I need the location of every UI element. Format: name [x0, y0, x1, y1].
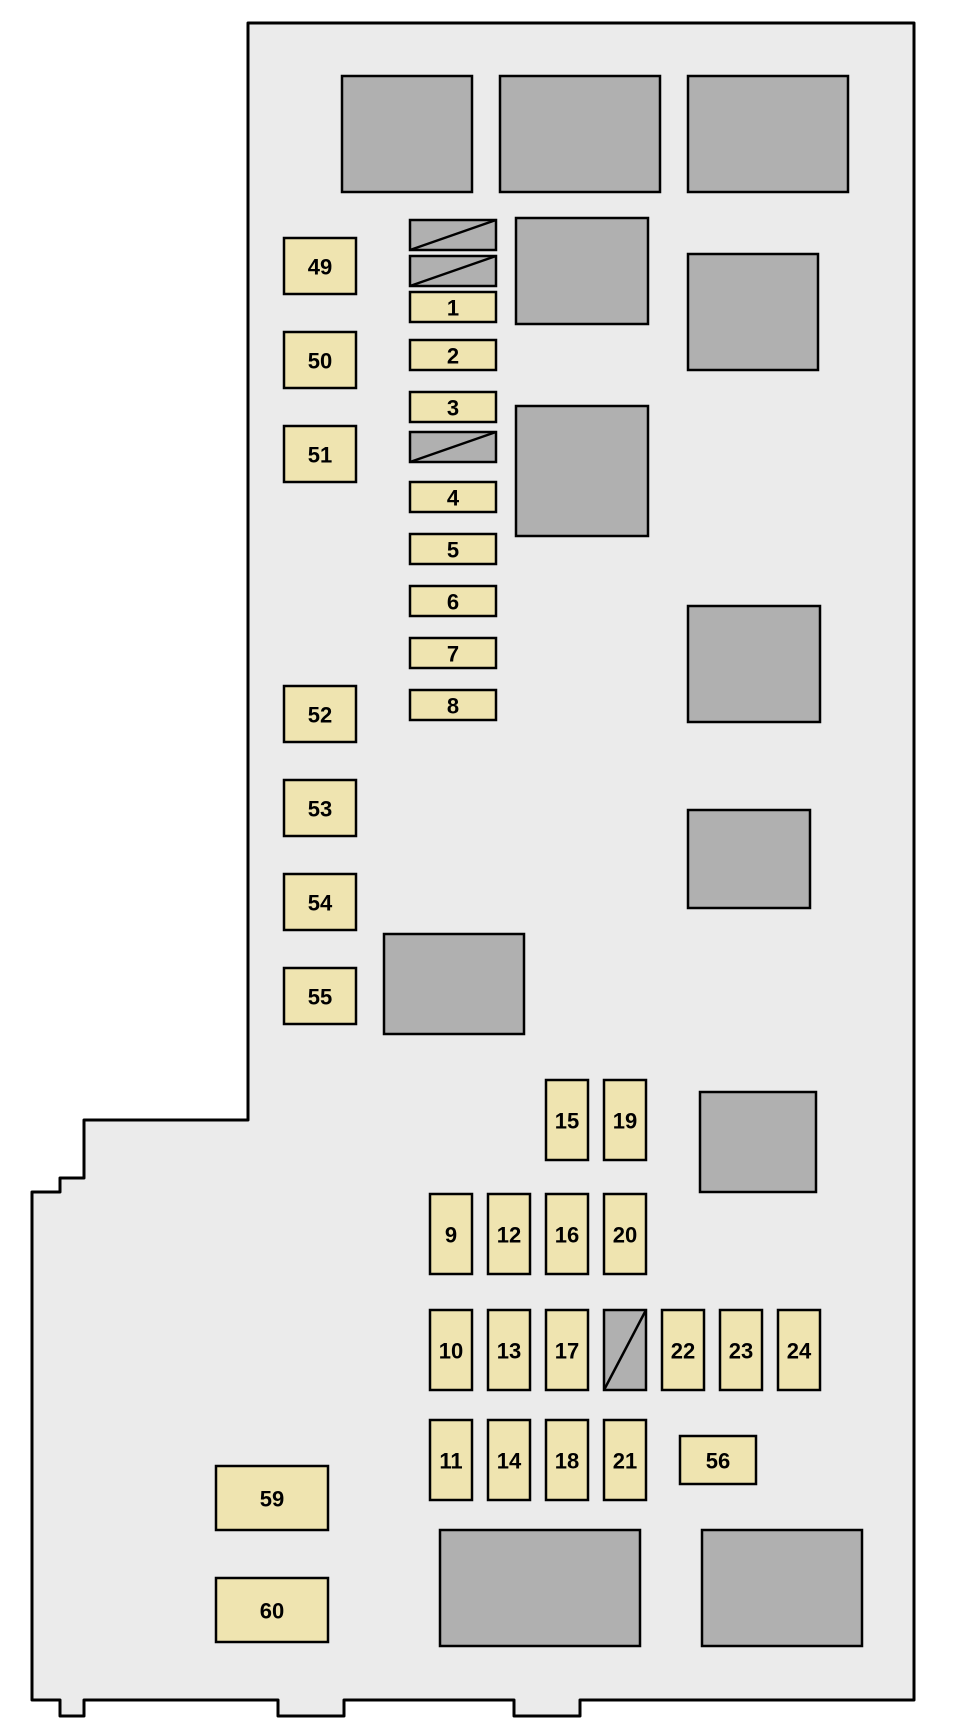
- fuse-label: 2: [447, 344, 459, 369]
- fuse-15: 15: [546, 1080, 588, 1160]
- fuse-51: 51: [284, 426, 356, 482]
- fuse-6: 6: [410, 586, 496, 616]
- fuse-9: 9: [430, 1194, 472, 1274]
- fuse-box-diagram: 1234567849505152535455151991216201013172…: [0, 0, 974, 1722]
- fuse-label: 22: [671, 1339, 695, 1364]
- relay-block: [516, 406, 648, 536]
- fuse-7: 7: [410, 638, 496, 668]
- fuse-21: 21: [604, 1420, 646, 1500]
- relay-block: [342, 76, 472, 192]
- empty-slot: [410, 220, 496, 250]
- fuse-label: 52: [308, 703, 332, 728]
- fuse-label: 15: [555, 1109, 579, 1134]
- fuse-label: 54: [308, 891, 333, 916]
- fuse-24: 24: [778, 1310, 820, 1390]
- empty-slot: [410, 432, 496, 462]
- fuse-10: 10: [430, 1310, 472, 1390]
- fuse-label: 13: [497, 1339, 521, 1364]
- relay-block: [688, 606, 820, 722]
- fuse-20: 20: [604, 1194, 646, 1274]
- fuse-label: 19: [613, 1109, 637, 1134]
- relay-block: [384, 934, 524, 1034]
- relay-block: [702, 1530, 862, 1646]
- empty-slot: [604, 1310, 646, 1390]
- fuse-label: 8: [447, 694, 459, 719]
- fuse-label: 1: [447, 296, 459, 321]
- relay-block: [688, 810, 810, 908]
- fuse-label: 50: [308, 349, 332, 374]
- fuse-label: 59: [260, 1487, 284, 1512]
- fuse-52: 52: [284, 686, 356, 742]
- fuse-13: 13: [488, 1310, 530, 1390]
- fuse-label: 24: [787, 1339, 812, 1364]
- fuse-8: 8: [410, 690, 496, 720]
- fuse-53: 53: [284, 780, 356, 836]
- fuse-23: 23: [720, 1310, 762, 1390]
- fuse-label: 10: [439, 1339, 463, 1364]
- fuse-4: 4: [410, 482, 496, 512]
- fuse-label: 53: [308, 797, 332, 822]
- empty-slot: [410, 256, 496, 286]
- fuse-label: 21: [613, 1449, 637, 1474]
- fuse-label: 17: [555, 1339, 579, 1364]
- fuse-label: 16: [555, 1223, 579, 1248]
- fuse-label: 12: [497, 1223, 521, 1248]
- fuse-60: 60: [216, 1578, 328, 1642]
- fuse-label: 60: [260, 1599, 284, 1624]
- fuse-label: 3: [447, 396, 459, 421]
- fuse-label: 49: [308, 255, 332, 280]
- fuse-label: 55: [308, 985, 332, 1010]
- fuse-16: 16: [546, 1194, 588, 1274]
- fuse-55: 55: [284, 968, 356, 1024]
- fuse-50: 50: [284, 332, 356, 388]
- relay-block: [440, 1530, 640, 1646]
- fuse-12: 12: [488, 1194, 530, 1274]
- fuse-label: 18: [555, 1449, 579, 1474]
- fuse-3: 3: [410, 392, 496, 422]
- fuse-label: 6: [447, 590, 459, 615]
- fuse-label: 4: [447, 486, 460, 511]
- fuse-label: 23: [729, 1339, 753, 1364]
- fuse-19: 19: [604, 1080, 646, 1160]
- fuse-22: 22: [662, 1310, 704, 1390]
- fuse-11: 11: [430, 1420, 472, 1500]
- fuse-1: 1: [410, 292, 496, 322]
- fuse-label: 51: [308, 443, 332, 468]
- fuse-5: 5: [410, 534, 496, 564]
- fuse-label: 7: [447, 642, 459, 667]
- fuse-49: 49: [284, 238, 356, 294]
- fuse-2: 2: [410, 340, 496, 370]
- fuse-label: 20: [613, 1223, 637, 1248]
- fuse-label: 9: [445, 1223, 457, 1248]
- fuse-59: 59: [216, 1466, 328, 1530]
- fuse-17: 17: [546, 1310, 588, 1390]
- fuse-18: 18: [546, 1420, 588, 1500]
- fuse-56: 56: [680, 1436, 756, 1484]
- fuse-14: 14: [488, 1420, 530, 1500]
- fuse-label: 56: [706, 1449, 730, 1474]
- relay-block: [688, 76, 848, 192]
- fuse-label: 14: [497, 1449, 522, 1474]
- fuse-54: 54: [284, 874, 356, 930]
- relay-block: [516, 218, 648, 324]
- relay-block: [500, 76, 660, 192]
- fuse-label: 5: [447, 538, 459, 563]
- relay-block: [700, 1092, 816, 1192]
- relay-block: [688, 254, 818, 370]
- fuse-label: 11: [439, 1449, 462, 1474]
